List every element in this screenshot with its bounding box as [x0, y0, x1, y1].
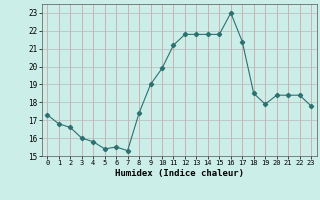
X-axis label: Humidex (Indice chaleur): Humidex (Indice chaleur) — [115, 169, 244, 178]
